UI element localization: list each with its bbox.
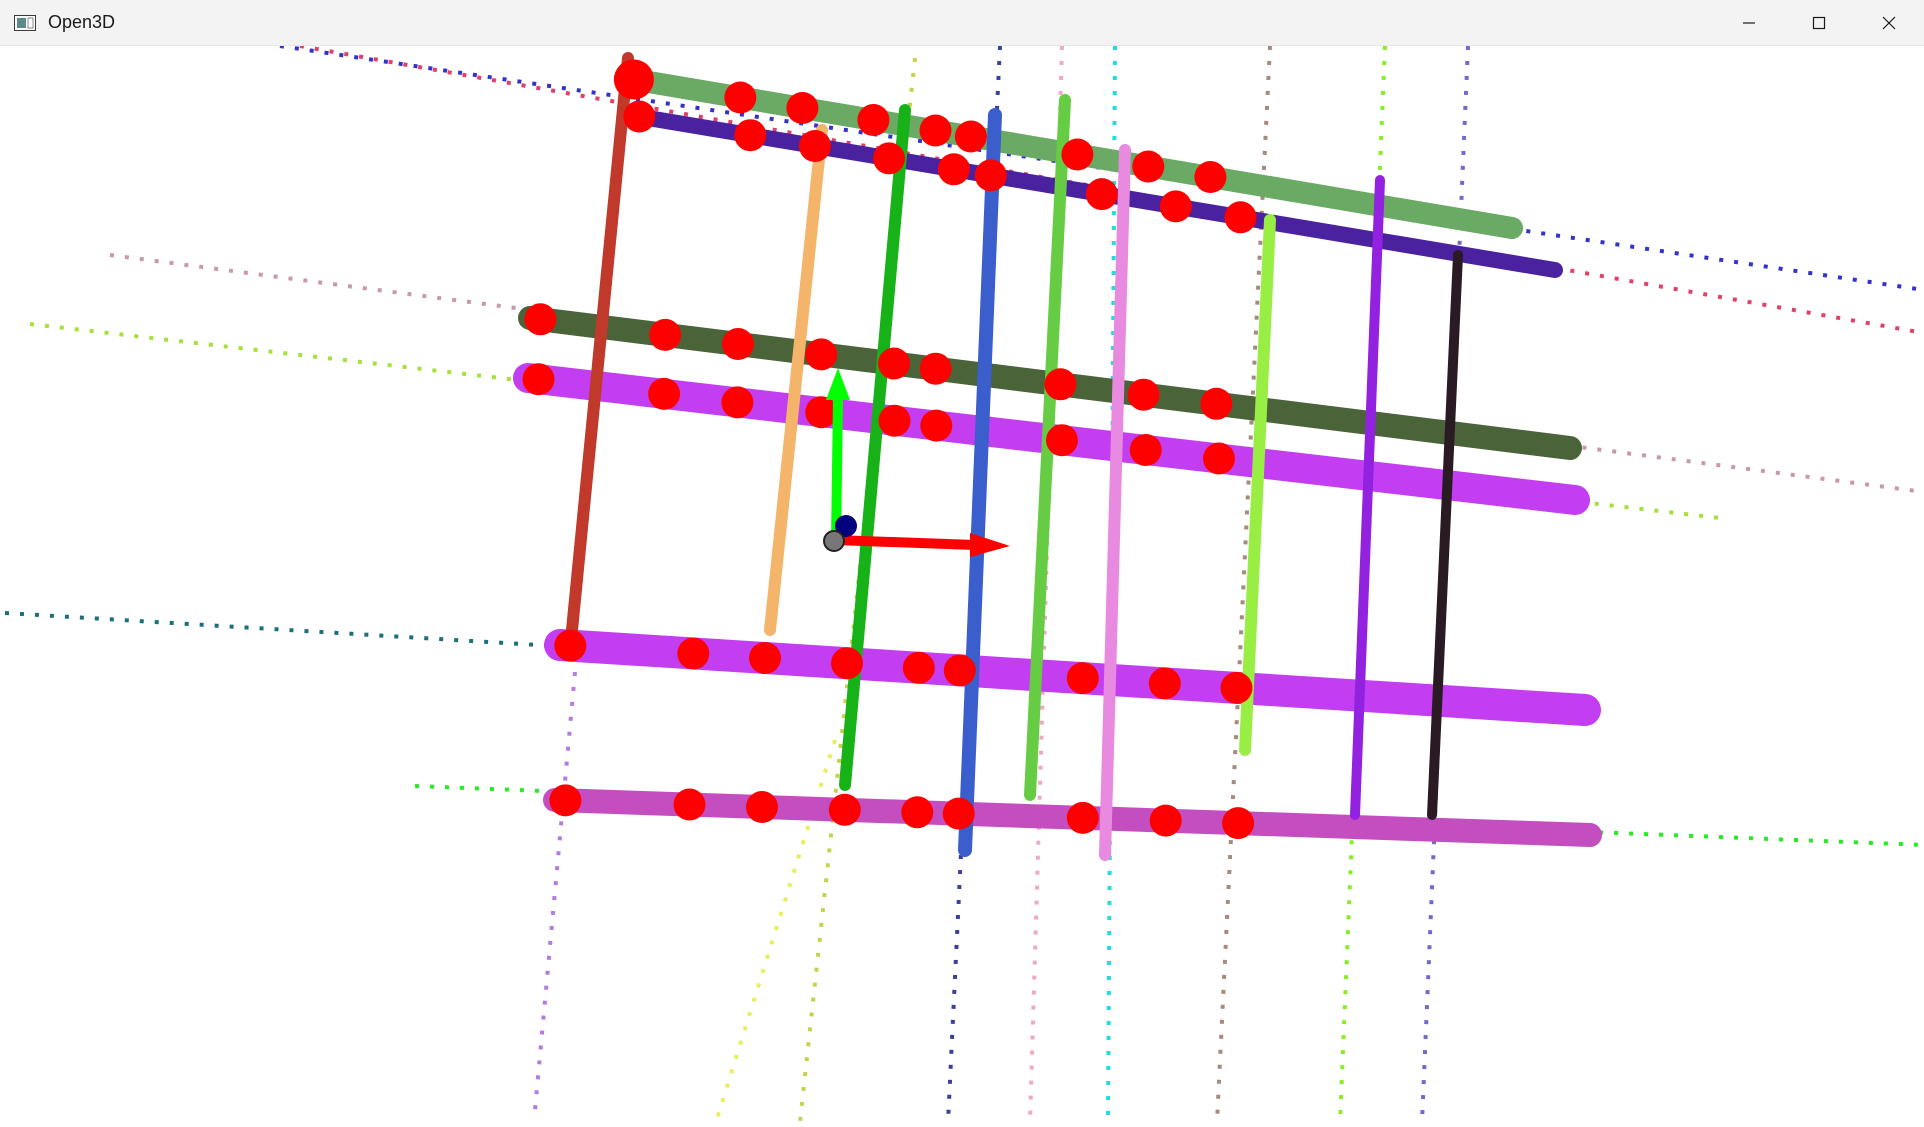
window-controls xyxy=(1714,0,1924,45)
keypoint xyxy=(1129,434,1162,466)
keypoint xyxy=(1046,424,1078,457)
keypoint xyxy=(1194,161,1227,193)
vertical-bar xyxy=(839,104,911,791)
maximize-button[interactable] xyxy=(1784,0,1854,45)
keypoint xyxy=(722,328,754,360)
keypoint xyxy=(1222,807,1255,840)
vertical-bar xyxy=(1239,214,1276,756)
keypoint xyxy=(1159,190,1192,223)
vertical-bar xyxy=(958,108,1002,857)
keypoint xyxy=(831,647,863,680)
keypoint xyxy=(1149,804,1182,837)
keypoint xyxy=(522,363,555,396)
keypoint xyxy=(734,119,767,152)
keypoint xyxy=(649,318,682,351)
z-axis xyxy=(835,515,857,537)
keypoint xyxy=(902,651,935,684)
keypoint xyxy=(920,409,953,442)
keypoint xyxy=(1220,671,1253,704)
keypoint xyxy=(1066,801,1099,834)
keypoint xyxy=(673,788,706,821)
keypoint xyxy=(805,396,838,429)
keypoint xyxy=(786,92,819,124)
keypoint xyxy=(1148,667,1181,700)
keypoint xyxy=(749,642,781,674)
keypoint xyxy=(721,386,754,419)
keypoint xyxy=(549,784,582,817)
origin-point xyxy=(823,530,845,552)
keypoint xyxy=(746,791,778,823)
x-axis xyxy=(834,535,976,550)
keypoint xyxy=(943,654,976,687)
vertical-bar xyxy=(1099,144,1131,861)
keypoint xyxy=(878,404,911,437)
vertical-bar xyxy=(1427,250,1463,820)
keypoint xyxy=(857,104,890,136)
coordinate-axes xyxy=(823,368,1010,557)
vertical-bar xyxy=(1024,94,1071,801)
keypoint xyxy=(1061,138,1094,171)
keypoint xyxy=(1066,662,1099,695)
vertical-bars xyxy=(566,52,1463,861)
maximize-icon xyxy=(1812,16,1826,29)
keypoint xyxy=(974,159,1007,192)
keypoint xyxy=(1127,378,1160,411)
keypoint xyxy=(901,796,934,829)
keypoint xyxy=(878,347,910,380)
minimize-button[interactable] xyxy=(1714,0,1784,45)
keypoint xyxy=(524,303,557,336)
keypoint xyxy=(1132,150,1165,183)
keypoint xyxy=(919,352,952,385)
keypoint xyxy=(1203,442,1235,475)
minimize-icon xyxy=(1743,21,1755,24)
keypoint xyxy=(1044,368,1077,401)
y-axis-arrow xyxy=(826,368,850,400)
keypoint xyxy=(1200,387,1233,420)
keypoint xyxy=(677,637,710,670)
close-button[interactable] xyxy=(1854,0,1924,45)
guide-line xyxy=(714,739,837,1123)
keypoint xyxy=(1224,201,1257,234)
point-cloud-scene[interactable] xyxy=(0,46,1924,1127)
x-axis-arrow xyxy=(970,533,1010,557)
close-icon xyxy=(1882,16,1896,29)
keypoint xyxy=(799,130,831,162)
keypoint xyxy=(648,377,681,410)
keypoint xyxy=(873,142,905,175)
keypoint xyxy=(919,114,952,147)
keypoint xyxy=(623,100,656,133)
vertical-bar xyxy=(566,52,634,636)
keypoint xyxy=(942,797,975,830)
keypoint xyxy=(554,629,587,662)
window-title: Open3D xyxy=(48,12,116,32)
keypoint xyxy=(937,153,970,186)
open3d-app-icon xyxy=(14,14,36,31)
keypoint xyxy=(954,120,987,153)
vertical-bar xyxy=(1350,175,1385,820)
guide-lines xyxy=(4,46,1924,1123)
title-bar[interactable]: Open3D xyxy=(0,0,1924,46)
keypoint xyxy=(828,793,861,826)
keypoint xyxy=(1085,178,1118,211)
keypoint xyxy=(724,81,757,114)
y-axis xyxy=(831,399,843,541)
guide-line xyxy=(533,671,577,1111)
guide-line xyxy=(4,611,556,648)
keypoint xyxy=(805,338,838,371)
vertical-bar xyxy=(764,124,828,636)
3d-viewport[interactable] xyxy=(0,46,1924,1127)
keypoints xyxy=(522,59,1257,840)
keypoint xyxy=(613,59,654,100)
